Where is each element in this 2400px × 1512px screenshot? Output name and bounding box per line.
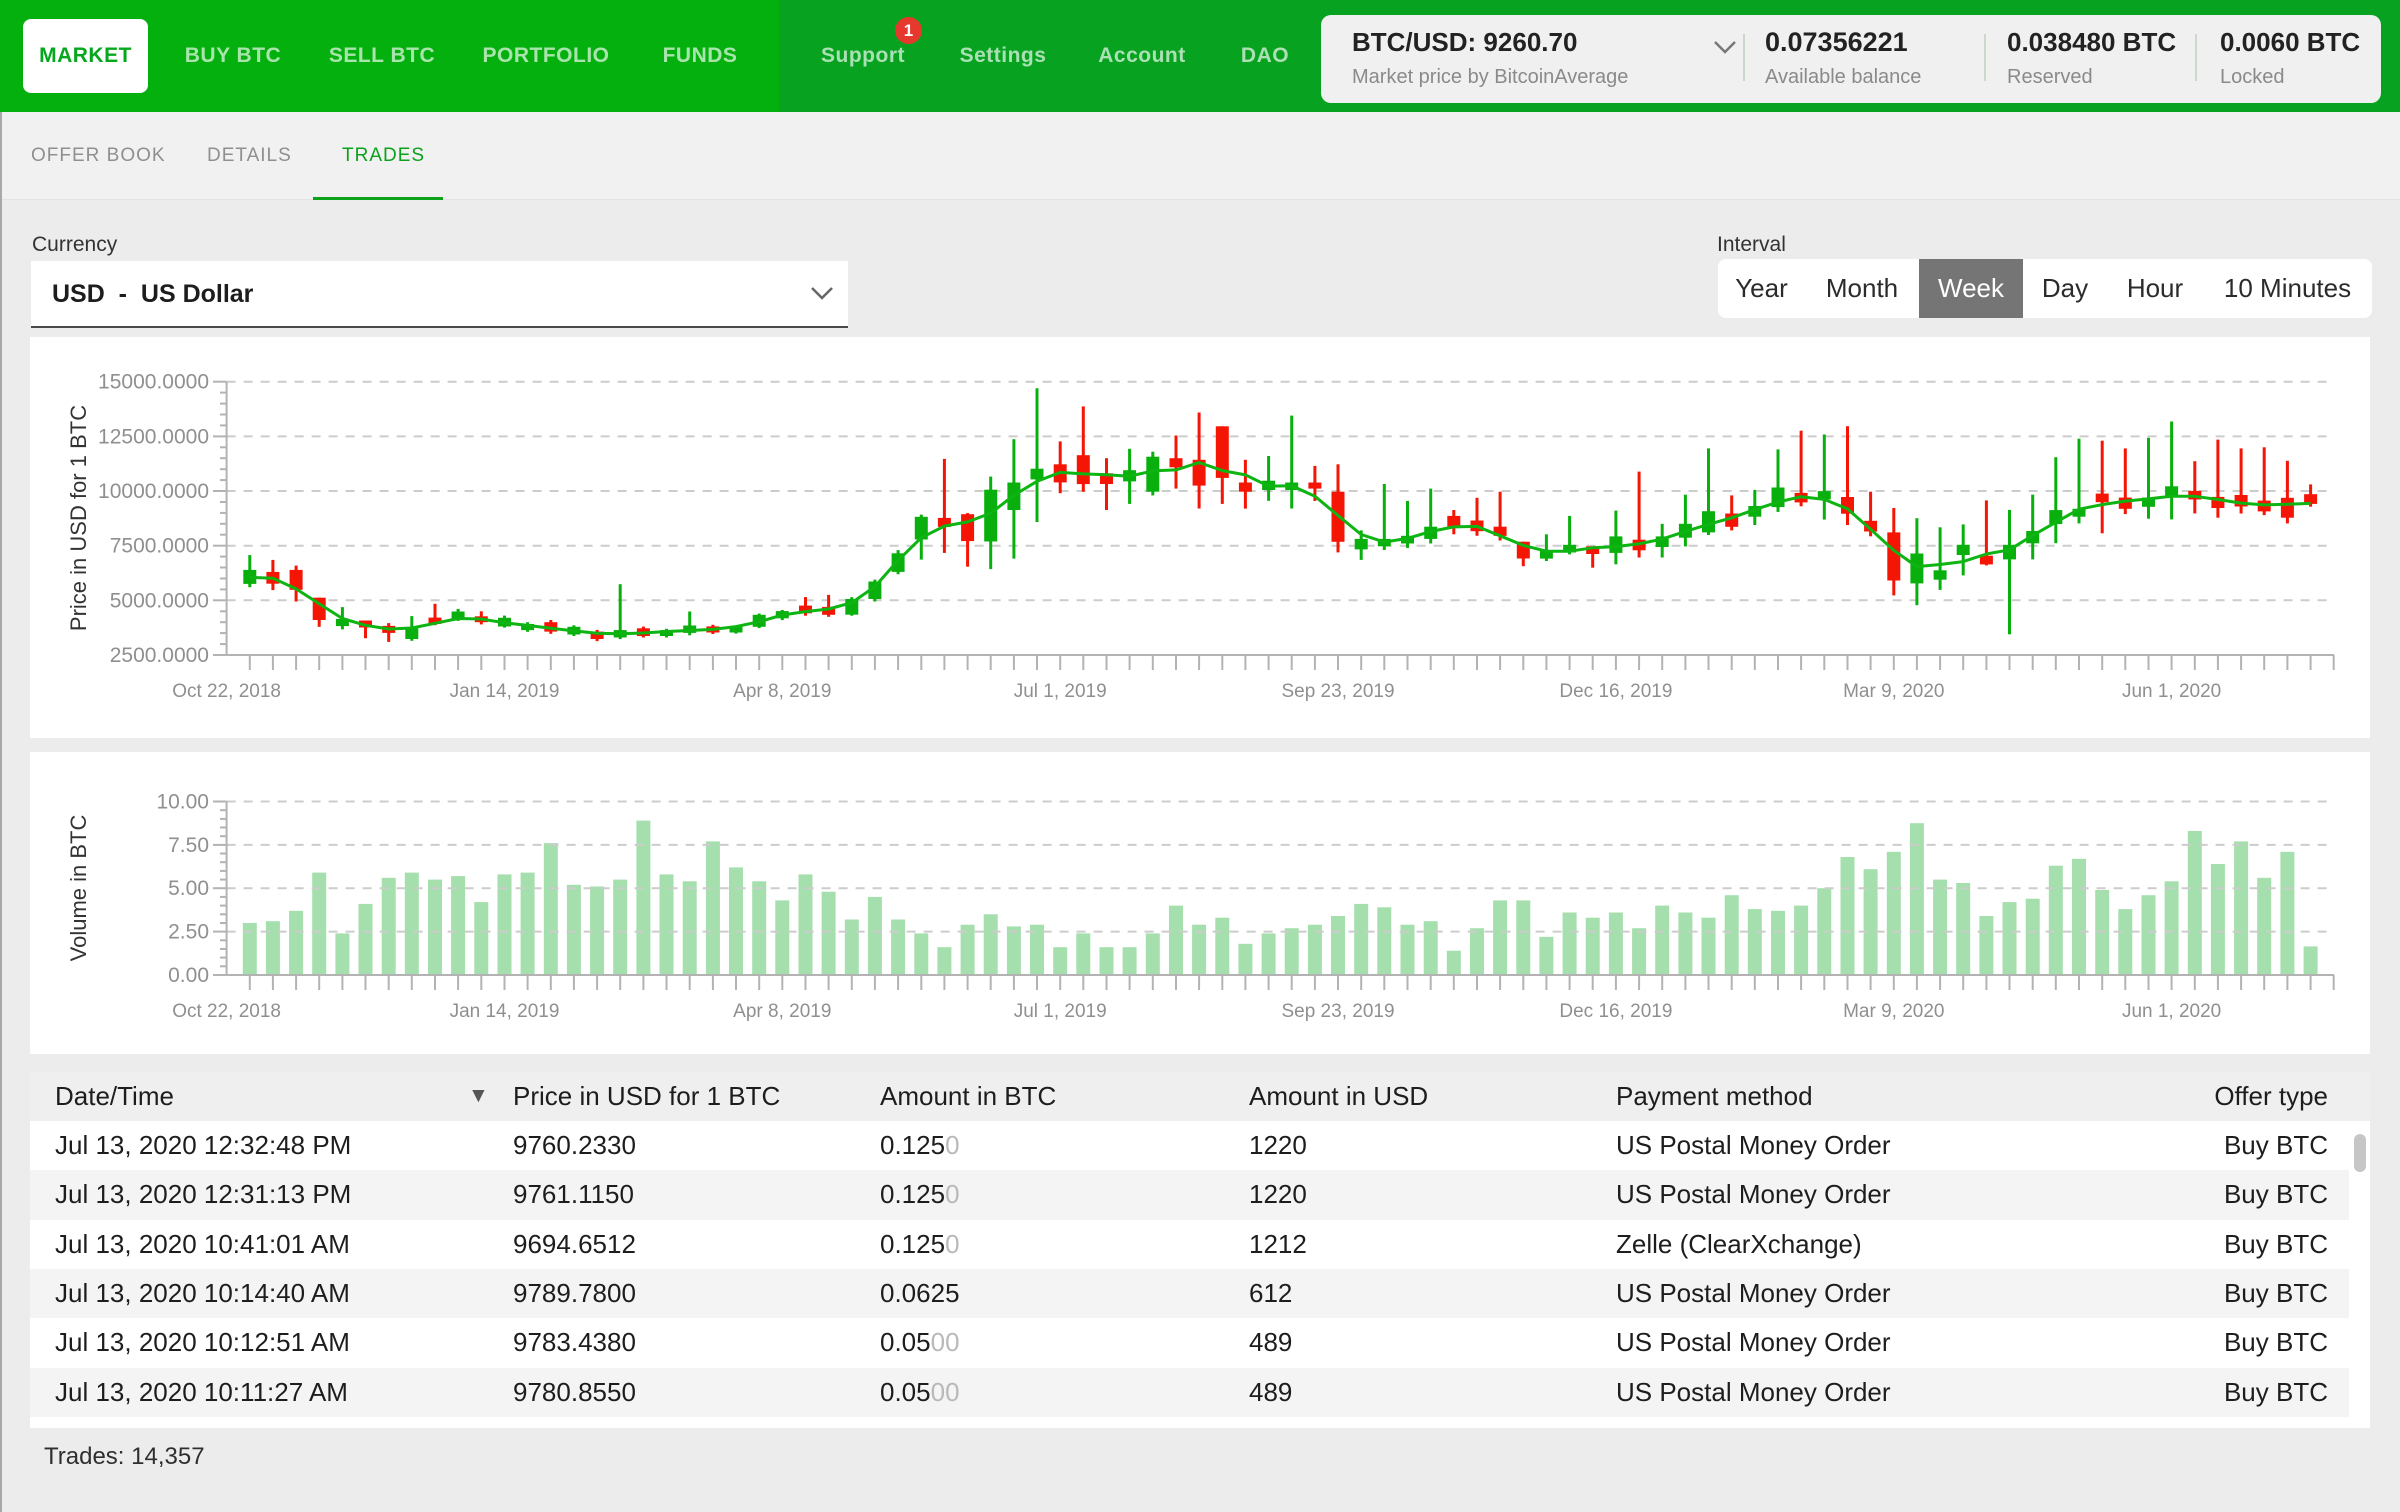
- svg-text:Apr 8, 2019: Apr 8, 2019: [733, 1001, 831, 1022]
- svg-text:Jul 1, 2019: Jul 1, 2019: [1014, 681, 1107, 702]
- svg-text:Sep 23, 2019: Sep 23, 2019: [1281, 681, 1394, 702]
- svg-text:0.00: 0.00: [168, 964, 209, 987]
- svg-text:Price in USD for 1 BTC: Price in USD for 1 BTC: [66, 405, 91, 631]
- svg-text:Volume in BTC: Volume in BTC: [66, 815, 91, 962]
- svg-text:Jan 14, 2019: Jan 14, 2019: [450, 1001, 560, 1022]
- svg-text:7500.0000: 7500.0000: [110, 535, 209, 558]
- svg-text:10.00: 10.00: [156, 791, 209, 814]
- svg-text:10000.0000: 10000.0000: [98, 480, 209, 503]
- svg-text:Jun 1, 2020: Jun 1, 2020: [2122, 681, 2221, 702]
- svg-text:Mar 9, 2020: Mar 9, 2020: [1843, 681, 1944, 702]
- svg-text:Dec 16, 2019: Dec 16, 2019: [1559, 1001, 1672, 1022]
- svg-text:Jun 1, 2020: Jun 1, 2020: [2122, 1001, 2221, 1022]
- svg-text:Oct 22, 2018: Oct 22, 2018: [172, 1001, 281, 1022]
- svg-text:15000.0000: 15000.0000: [98, 371, 209, 394]
- svg-text:5000.0000: 5000.0000: [110, 589, 209, 612]
- svg-text:Oct 22, 2018: Oct 22, 2018: [172, 681, 281, 702]
- svg-text:Mar 9, 2020: Mar 9, 2020: [1843, 1001, 1944, 1022]
- svg-text:Sep 23, 2019: Sep 23, 2019: [1281, 1001, 1394, 1022]
- svg-text:Apr 8, 2019: Apr 8, 2019: [733, 681, 831, 702]
- svg-text:Dec 16, 2019: Dec 16, 2019: [1559, 681, 1672, 702]
- svg-text:Jan 14, 2019: Jan 14, 2019: [450, 681, 560, 702]
- svg-text:5.00: 5.00: [168, 877, 209, 900]
- svg-text:2.50: 2.50: [168, 921, 209, 944]
- svg-text:2500.0000: 2500.0000: [110, 644, 209, 667]
- svg-text:Jul 1, 2019: Jul 1, 2019: [1014, 1001, 1107, 1022]
- svg-text:7.50: 7.50: [168, 834, 209, 857]
- svg-text:12500.0000: 12500.0000: [98, 425, 209, 448]
